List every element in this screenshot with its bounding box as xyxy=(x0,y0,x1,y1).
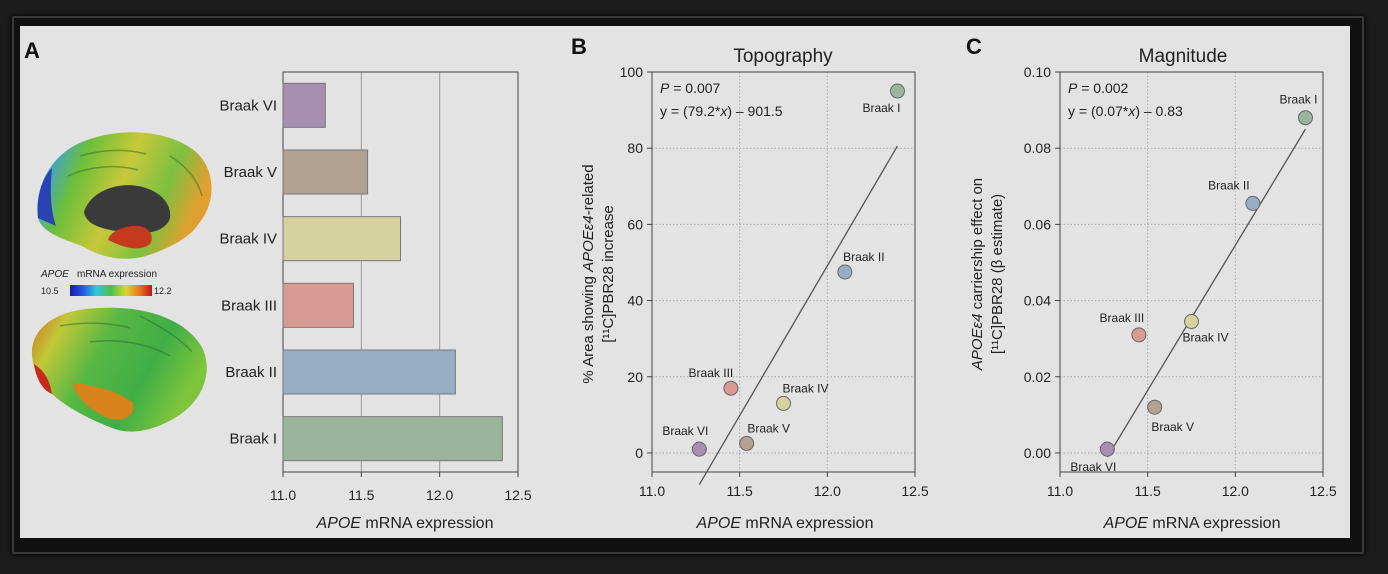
magnitude-x-axis-label: APOE mRNA expression xyxy=(1103,515,1281,532)
topography-point-label-braak-iv: Braak IV xyxy=(782,381,828,395)
magnitude-title: Magnitude xyxy=(1139,46,1228,67)
bar-braak-ii xyxy=(282,349,456,395)
bar-chart-x-tick-label: 11.5 xyxy=(348,487,374,503)
magnitude-y-tick-label: 0.08 xyxy=(1024,140,1051,156)
magnitude-point-label-braak-vi: Braak VI xyxy=(1070,460,1116,474)
magnitude-point-label-braak-v: Braak V xyxy=(1151,420,1194,434)
bar-chart-x-tick-label: 12.0 xyxy=(426,487,453,503)
topography-y-tick-label: 100 xyxy=(620,64,644,80)
topography-point-label-braak-i: Braak I xyxy=(862,101,900,115)
magnitude-point-braak-ii xyxy=(1245,195,1261,211)
colorbar-min-label: 10.5 xyxy=(41,286,59,296)
panel-a-bar-chart: Braak VI Braak V Braak IV Braak III Braak II… xyxy=(219,71,532,532)
figure: APOE mRNA expression 10.5 12.2 A B C Bra… xyxy=(20,26,1350,538)
magnitude-point-label-braak-iii: Braak III xyxy=(1100,311,1145,325)
magnitude-point-braak-i xyxy=(1297,110,1313,126)
bar-label-braak-vi: Braak VI xyxy=(219,97,277,114)
magnitude-y-tick-label: 0.00 xyxy=(1024,445,1051,461)
bar-label-braak-iii: Braak III xyxy=(221,297,277,314)
magnitude-point-label-braak-i: Braak I xyxy=(1279,93,1317,107)
svg-text:APOEε4 carriership effect on: APOEε4 carriership effect on xyxy=(969,178,986,371)
colorbar-gene-label: APOE xyxy=(40,269,69,280)
topography-point-label-braak-iii: Braak III xyxy=(689,366,734,380)
topography-x-axis-label: APOE mRNA expression xyxy=(696,515,874,532)
topography-point-braak-vi xyxy=(691,441,707,457)
topography-x-tick-label: 11.5 xyxy=(727,483,753,499)
bar-label-braak-i: Braak I xyxy=(229,431,277,448)
topography-point-braak-iii xyxy=(723,380,739,396)
magnitude-equation: y = (0.07*x) – 0.83 xyxy=(1068,103,1183,119)
colorbar-max-label: 12.2 xyxy=(154,286,172,296)
topography-point-label-braak-v: Braak V xyxy=(747,421,790,435)
magnitude-fit-line xyxy=(1106,128,1307,458)
svg-text:[¹¹C]PBR28 (β estimate): [¹¹C]PBR28 (β estimate) xyxy=(989,194,1006,354)
topography-y-tick-label: 60 xyxy=(627,216,643,232)
topography-p-value: P = 0.007 xyxy=(660,80,721,96)
brain-lateral-view xyxy=(31,307,207,432)
magnitude-y-axis-label: APOEε4 carriership effect on [¹¹C]PBR28 … xyxy=(969,178,1006,371)
topography-title: Topography xyxy=(733,46,833,67)
magnitude-x-tick-label: 11.5 xyxy=(1135,483,1161,499)
bar-label-braak-ii: Braak II xyxy=(225,364,277,381)
topography-point-label-braak-vi: Braak VI xyxy=(662,424,708,438)
magnitude-point-braak-iii xyxy=(1131,327,1147,343)
bar-braak-v xyxy=(282,149,369,195)
topography-fit-line xyxy=(698,145,899,485)
bar-braak-iv xyxy=(282,216,401,262)
svg-text:% Area showing APOEε4-related: % Area showing APOEε4-related xyxy=(580,164,597,383)
topography-point-braak-v xyxy=(739,435,755,451)
bar-label-braak-iv: Braak IV xyxy=(219,231,277,248)
topography-y-tick-label: 0 xyxy=(635,445,643,461)
panel-a-letter: A xyxy=(24,38,40,63)
brain-medial-view xyxy=(37,132,212,259)
magnitude-x-tick-label: 12.5 xyxy=(1309,483,1336,499)
colorbar: APOE mRNA expression 10.5 12.2 xyxy=(40,269,172,296)
topography-x-tick-label: 11.0 xyxy=(639,483,665,499)
magnitude-point-braak-vi xyxy=(1099,441,1115,457)
topography-x-tick-label: 12.5 xyxy=(901,483,928,499)
panel-c-magnitude-scatter: Magnitude 11.0 11.5 12.0 12.5 0.00 0.02 0.04 0.… xyxy=(969,46,1337,532)
figure-canvas: APOE mRNA expression 10.5 12.2 A B C Bra… xyxy=(24,34,1337,532)
svg-text:[¹¹C]PBR28 increase: [¹¹C]PBR28 increase xyxy=(600,205,617,343)
magnitude-y-tick-label: 0.02 xyxy=(1024,369,1051,385)
topography-y-tick-label: 20 xyxy=(627,369,643,385)
topography-x-tick-label: 12.0 xyxy=(814,483,841,499)
bar-chart-x-tick-label: 11.0 xyxy=(270,487,296,503)
topography-plot-frame xyxy=(651,71,916,473)
magnitude-p-value: P = 0.002 xyxy=(1068,80,1129,96)
topography-point-label-braak-ii: Braak II xyxy=(843,250,884,264)
topography-point-braak-ii xyxy=(837,264,853,280)
magnitude-plot-frame xyxy=(1059,71,1324,473)
magnitude-x-tick-label: 11.0 xyxy=(1047,483,1073,499)
magnitude-point-label-braak-iv: Braak IV xyxy=(1182,331,1228,345)
bar-chart-frame xyxy=(282,71,519,473)
bar-braak-vi xyxy=(282,82,326,128)
panel-c-letter: C xyxy=(966,34,982,59)
topography-y-tick-label: 40 xyxy=(627,293,643,309)
magnitude-point-label-braak-ii: Braak II xyxy=(1208,178,1249,192)
colorbar-gradient xyxy=(70,285,152,296)
magnitude-point-braak-iv xyxy=(1184,314,1199,330)
panel-b-letter: B xyxy=(571,34,587,59)
topography-point-braak-i xyxy=(889,83,905,99)
magnitude-y-tick-label: 0.04 xyxy=(1024,293,1051,309)
magnitude-y-tick-label: 0.06 xyxy=(1024,216,1051,232)
panel-b-topography-scatter: Topography 11.0 11.5 12.0 12.5020406080100 … xyxy=(580,46,929,532)
bar-label-braak-v: Braak V xyxy=(224,164,277,181)
bar-chart-x-axis-label: APOE mRNA expression xyxy=(316,515,494,532)
topography-point-braak-iv xyxy=(776,395,791,411)
magnitude-point-braak-v xyxy=(1147,399,1163,415)
topography-equation: y = (79.2*x) – 901.5 xyxy=(660,103,783,119)
topography-y-tick-label: 80 xyxy=(627,140,643,156)
bar-braak-i xyxy=(282,416,503,462)
topography-y-axis-label: % Area showing APOEε4-related [¹¹C]PBR28… xyxy=(580,164,617,383)
colorbar-title: mRNA expression xyxy=(77,269,157,280)
magnitude-y-tick-label: 0.10 xyxy=(1024,64,1051,80)
magnitude-x-tick-label: 12.0 xyxy=(1222,483,1249,499)
bar-braak-iii xyxy=(282,282,354,328)
bar-chart-x-tick-label: 12.5 xyxy=(504,487,531,503)
